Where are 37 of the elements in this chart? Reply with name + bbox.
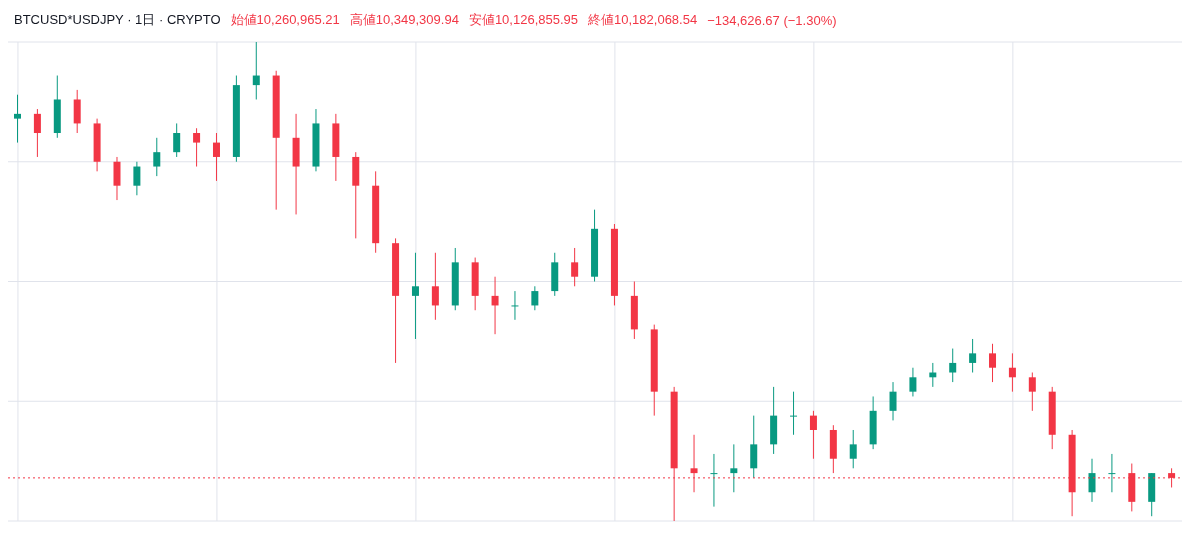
candlestick [571, 247, 579, 287]
candlestick [411, 252, 419, 340]
candlestick [969, 338, 977, 374]
candlestick [212, 132, 220, 182]
candlestick [889, 381, 897, 421]
candlestick [252, 42, 260, 100]
candlestick [491, 276, 499, 335]
candlestick [431, 252, 439, 321]
candlestick [173, 122, 181, 158]
candlestick [1088, 458, 1096, 503]
candlestick [790, 391, 798, 436]
candlestick [1028, 372, 1036, 412]
text: 終値10,182,068.54 [588, 11, 698, 29]
candlestick [730, 443, 738, 493]
candlestick [73, 89, 81, 134]
text: 始値10,260,965.21 [230, 11, 340, 29]
candlestick [909, 367, 917, 397]
chart-title: BTCUSD*USDJPY · 1日 · CRYPTO [14, 11, 221, 29]
candlestick [193, 127, 201, 168]
candlestick [710, 453, 718, 508]
candlestick [989, 343, 997, 383]
candlestick [14, 94, 21, 144]
text: −134,626.67 (−1.30%) [707, 12, 837, 28]
candlestick [809, 410, 817, 460]
candlestick [113, 156, 121, 201]
candlestick [1008, 352, 1016, 393]
candlestick [949, 348, 957, 383]
candlestick [849, 429, 857, 469]
candlestick [133, 161, 141, 196]
candlestick [531, 285, 539, 311]
text: 安値10,126,855.95 [468, 11, 579, 29]
candlestick [511, 290, 519, 321]
text: 高値10,349,309.94 [349, 11, 459, 29]
candlestick [153, 137, 161, 177]
candlestick [33, 108, 41, 158]
candlestick [1108, 453, 1116, 493]
candlestick [750, 415, 758, 479]
